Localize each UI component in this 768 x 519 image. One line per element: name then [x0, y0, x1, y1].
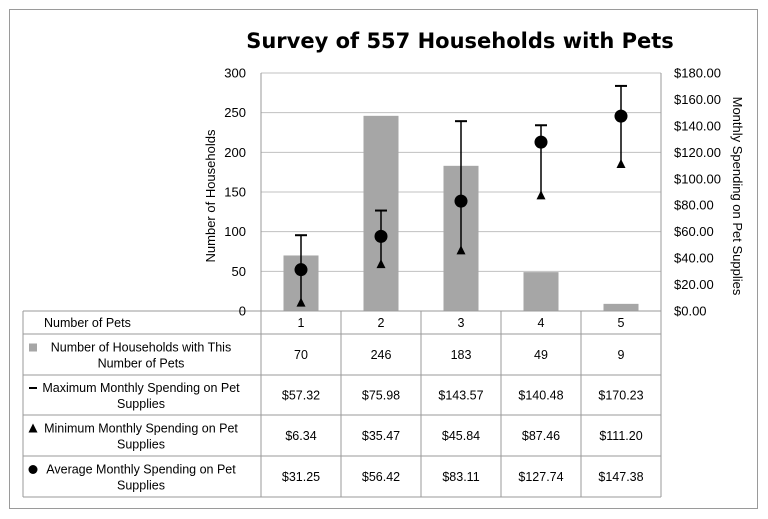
data-label: $83.11 [442, 470, 479, 484]
data-label: $75.98 [362, 389, 400, 403]
y2-axis-title: Monthly Spending on Pet Supplies [730, 97, 745, 296]
y2-tick-label: $160.00 [674, 92, 721, 107]
min-marker [616, 158, 626, 168]
data-label: $147.38 [598, 470, 643, 484]
legend-swatch-avg [28, 465, 38, 474]
x-axis-title: Number of Pets [44, 316, 131, 330]
data-label: $127.74 [518, 470, 563, 484]
legend-swatch-bar [29, 343, 37, 352]
data-label: 9 [618, 348, 625, 362]
y-tick-label: 250 [224, 105, 246, 120]
bar [523, 272, 559, 311]
y-tick-label: 300 [224, 66, 246, 81]
avg-marker [374, 229, 388, 243]
y2-tick-label: $0.00 [674, 304, 707, 319]
data-label: $140.48 [518, 389, 563, 403]
data-label: $111.20 [599, 429, 642, 443]
bar [603, 303, 639, 311]
avg-marker [534, 135, 548, 149]
data-label: $57.32 [282, 389, 320, 403]
data-label: 70 [294, 348, 308, 362]
y2-tick-label: $80.00 [674, 198, 714, 213]
category-label: 5 [618, 316, 625, 330]
y2-tick-label: $120.00 [674, 145, 721, 160]
chart-title: Survey of 557 Households with Pets [246, 29, 674, 53]
data-label: $45.84 [442, 429, 480, 443]
avg-marker [454, 194, 468, 208]
min-marker [296, 297, 306, 307]
legend-label: Maximum Monthly Spending on Pet Supplies [42, 381, 240, 411]
avg-marker [294, 263, 308, 277]
legend-label: Number of Households with This Number of … [51, 341, 231, 371]
y-tick-label: 150 [224, 185, 246, 200]
data-label: $56.42 [362, 470, 400, 484]
data-label: $87.46 [522, 429, 560, 443]
legend-label: Minimum Monthly Spending on Pet Supplies [44, 422, 238, 452]
data-label: $143.57 [438, 389, 483, 403]
y2-tick-label: $140.00 [674, 118, 721, 133]
y2-tick-label: $180.00 [674, 66, 721, 81]
category-label: 2 [378, 316, 385, 330]
legend-label: Average Monthly Spending on Pet Supplies [46, 463, 236, 493]
y-tick-label: 50 [232, 264, 246, 279]
category-label: 4 [538, 316, 545, 330]
y-tick-label: 0 [239, 304, 246, 319]
min-marker [536, 190, 546, 200]
min-marker [456, 245, 466, 255]
y-axis-title: Number of Households [203, 129, 218, 262]
data-label: $6.34 [285, 429, 316, 443]
avg-marker [614, 109, 628, 123]
category-label: 1 [298, 316, 305, 330]
data-label: $170.23 [598, 389, 643, 403]
data-label: $31.25 [282, 470, 320, 484]
data-label: 183 [451, 348, 472, 362]
y2-tick-label: $60.00 [674, 224, 714, 239]
y-tick-label: 200 [224, 145, 246, 160]
category-label: 3 [458, 316, 465, 330]
data-label: $35.47 [362, 429, 400, 443]
legend-swatch-min [28, 423, 38, 433]
data-label: 246 [371, 348, 392, 362]
data-label: 49 [534, 348, 548, 362]
y2-tick-label: $20.00 [674, 277, 714, 292]
min-marker [376, 259, 386, 269]
y-tick-label: 100 [224, 224, 246, 239]
y2-tick-label: $100.00 [674, 171, 721, 186]
y2-tick-label: $40.00 [674, 251, 714, 266]
